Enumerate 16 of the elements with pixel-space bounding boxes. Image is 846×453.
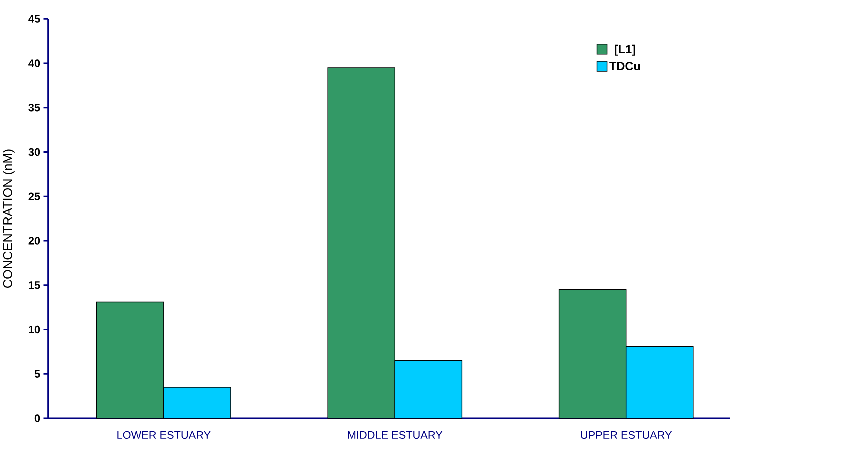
x-tick-label: LOWER ESTUARY: [118, 431, 211, 439]
y-axis-title: CONCENTRATION (nM): [3, 150, 15, 288]
legend-label: [L1]: [615, 44, 636, 56]
y-tick-label: 45: [28, 15, 40, 23]
x-tick-label: MIDDLE ESTUARY: [348, 431, 443, 439]
y-tick-label: 20: [28, 237, 40, 245]
y-tick-label: 0: [34, 414, 40, 422]
y-tick-label: 35: [28, 104, 40, 112]
legend-label: TDCu: [610, 62, 640, 70]
y-tick-label: 15: [29, 282, 40, 290]
y-tick-label: 30: [28, 148, 40, 156]
y-tick-label: 10: [29, 326, 40, 334]
y-tick-label: 40: [28, 60, 40, 68]
y-tick-label: 25: [28, 192, 40, 200]
y-tick-label: 5: [34, 370, 40, 378]
x-tick-label: UPPER ESTUARY: [581, 431, 672, 439]
